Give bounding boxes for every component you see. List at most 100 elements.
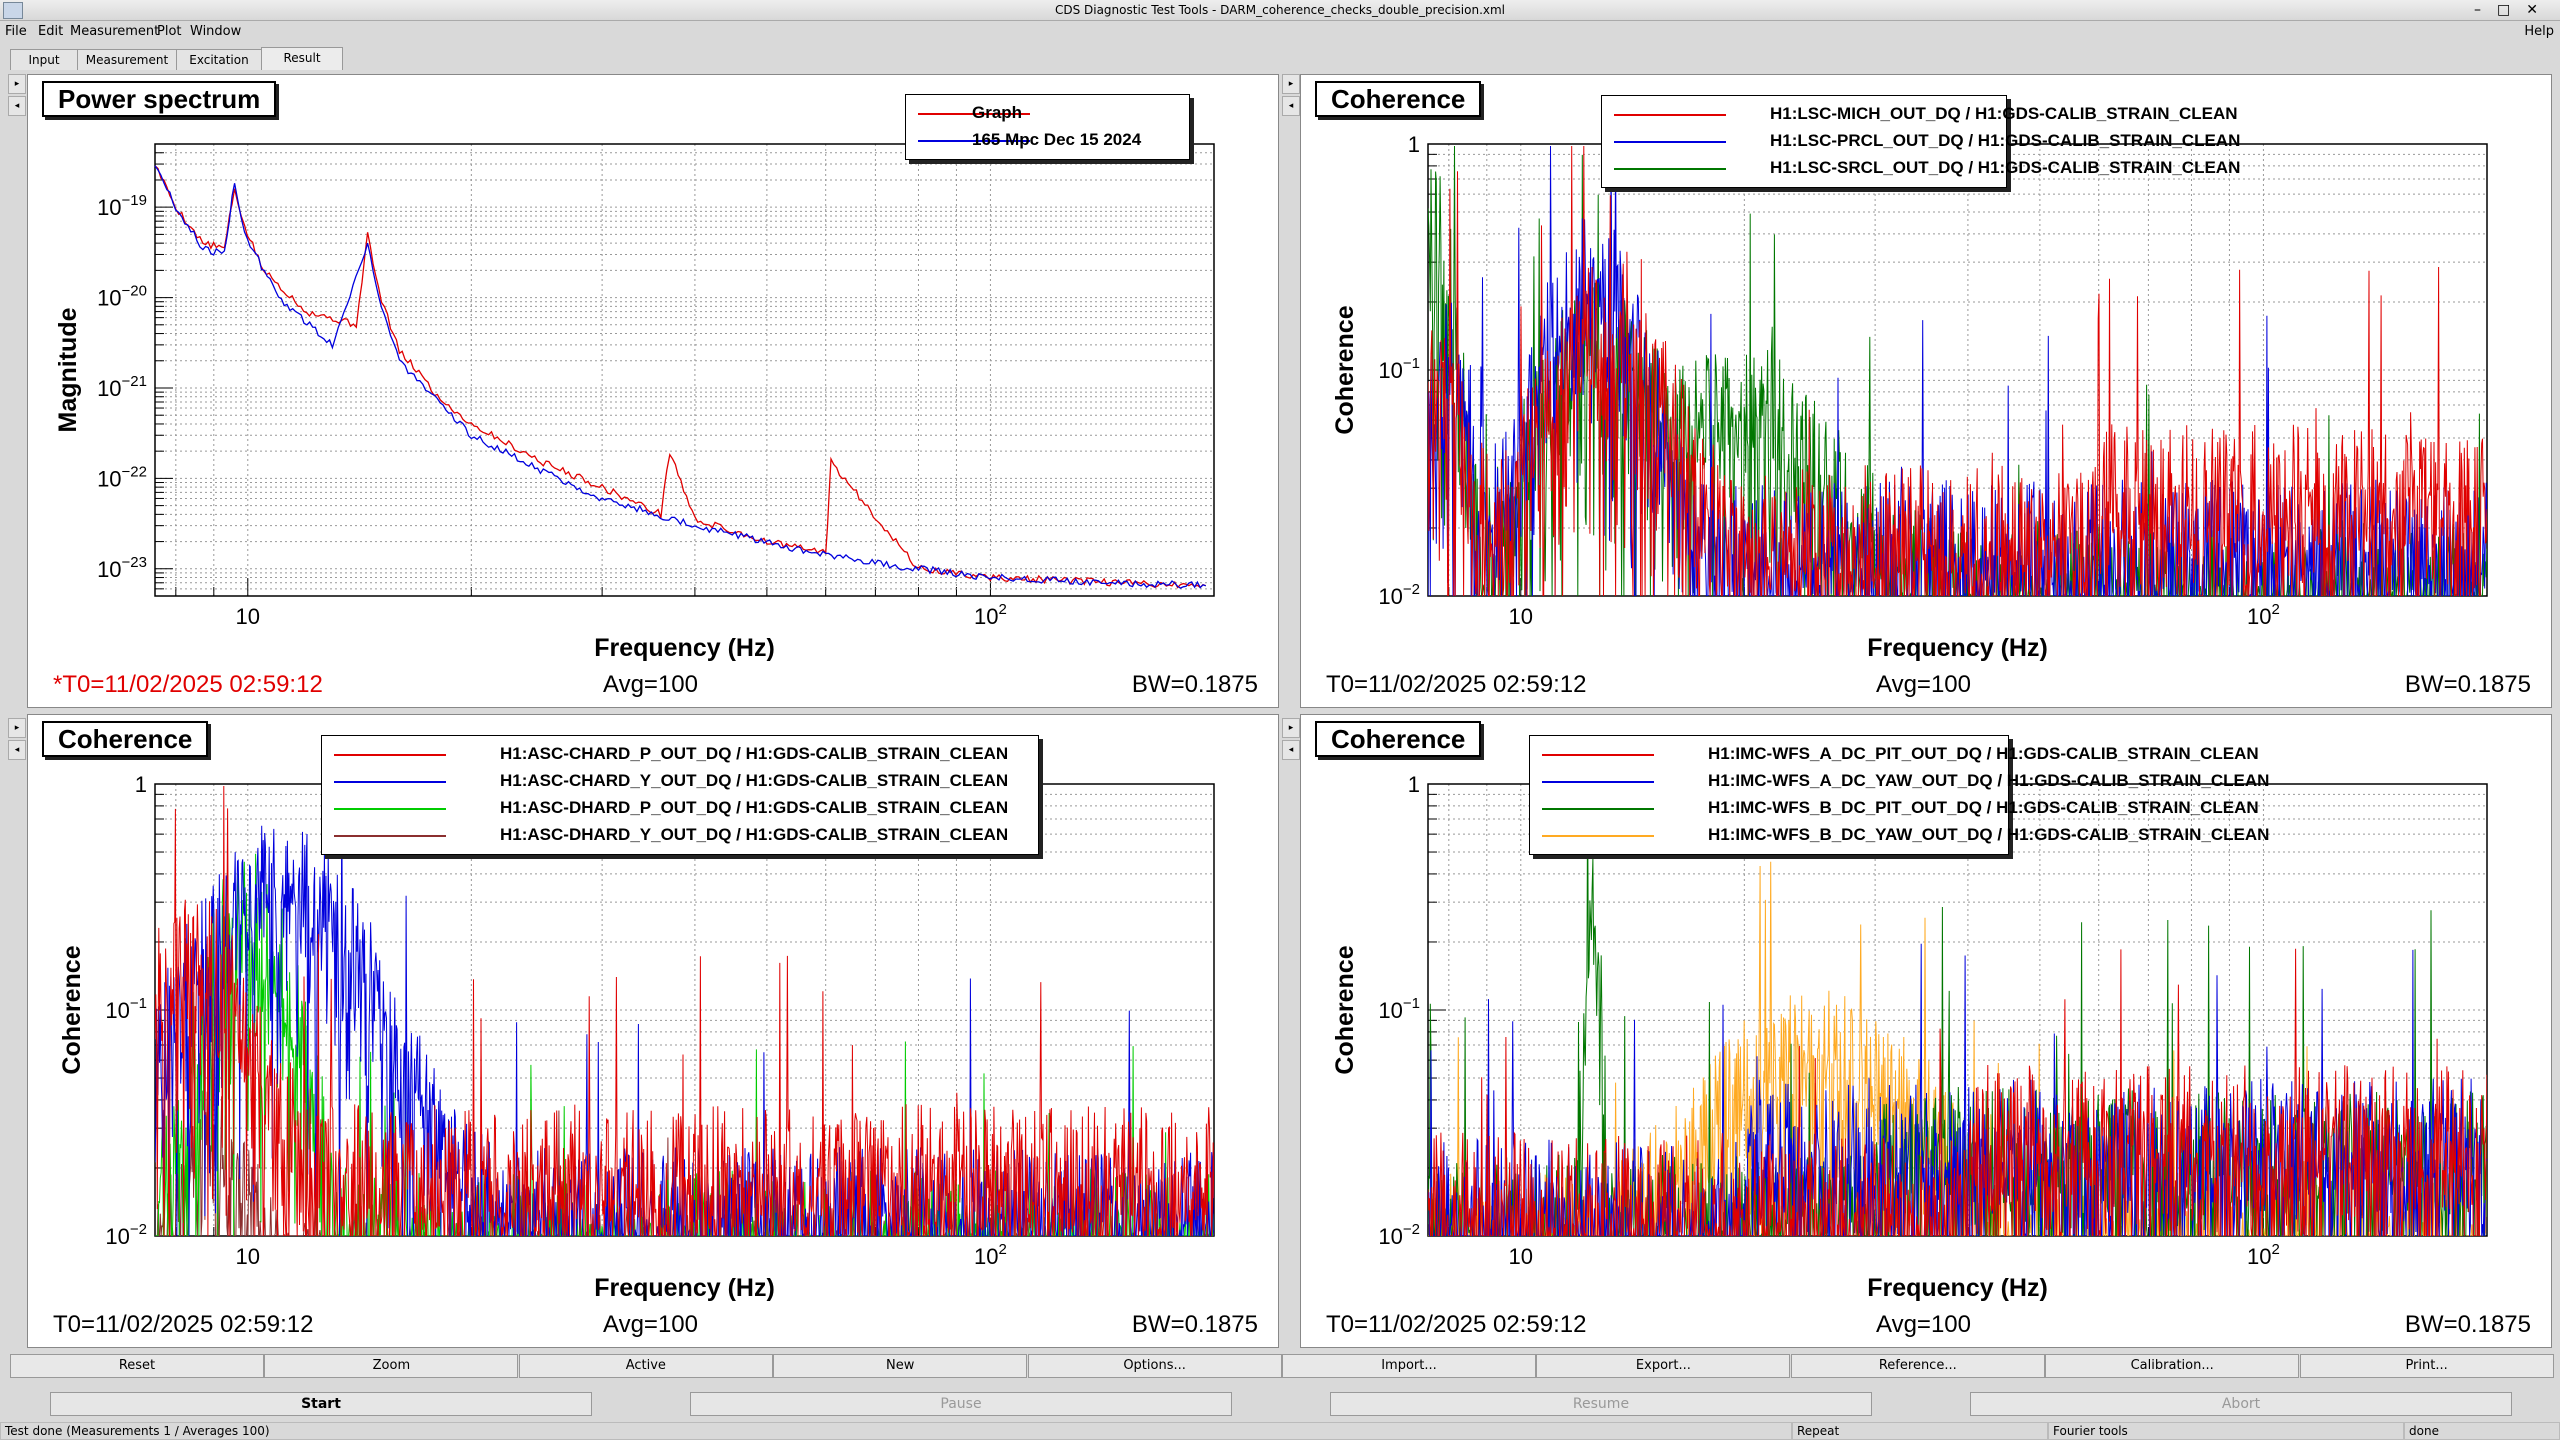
legend-label: H1:IMC-WFS_B_DC_YAW_OUT_DQ / H1:GDS-CALI…: [1708, 825, 2270, 844]
menu-help[interactable]: Help: [2524, 24, 2554, 39]
calibration-button[interactable]: Calibration...: [2045, 1354, 2300, 1378]
options-button[interactable]: Options...: [1027, 1354, 1282, 1378]
panel4-options-arrow[interactable]: ▸: [1282, 718, 1300, 738]
panel3-options-arrow[interactable]: ▸: [8, 718, 26, 738]
x-axis-title: Frequency (Hz): [594, 1274, 775, 1302]
series-line: [155, 853, 1214, 1236]
legend-entry: H1:ASC-CHARD_P_OUT_DQ / H1:GDS-CALIB_STR…: [322, 741, 1038, 767]
menu-file[interactable]: File: [5, 24, 27, 39]
menu-window[interactable]: Window: [190, 24, 242, 39]
x-tick-label: 10: [1509, 1244, 1533, 1269]
legend-label: H1:LSC-SRCL_OUT_DQ / H1:GDS-CALIB_STRAIN…: [1770, 158, 2241, 177]
legend-entry: H1:LSC-SRCL_OUT_DQ / H1:GDS-CALIB_STRAIN…: [1602, 155, 2240, 181]
x-tick-label: 10: [236, 604, 260, 629]
status-bar: Test done (Measurements 1 / Averages 100…: [0, 1422, 2560, 1440]
measurement-control-buttons: Start Pause Resume Abort: [0, 1392, 2560, 1416]
y-tick-label: 10−21: [97, 373, 147, 401]
y-tick-label: 10−1: [1378, 995, 1420, 1023]
y-tick-label: 10−19: [97, 192, 147, 220]
y-tick-label: 1: [135, 772, 147, 797]
new-button[interactable]: New: [773, 1354, 1028, 1378]
legend-label: Graph: [972, 103, 1023, 122]
legend-entry: H1:IMC-WFS_B_DC_YAW_OUT_DQ / H1:GDS-CALI…: [1530, 822, 2269, 848]
print-button[interactable]: Print...: [2299, 1354, 2554, 1378]
abort-button[interactable]: Abort: [1970, 1392, 2512, 1416]
coherence-panel-lsc[interactable]: Coherence 1 10−1 10−2 10 102 Frequency (Hz) Co…: [1300, 74, 2552, 708]
reset-button[interactable]: Reset: [10, 1354, 264, 1378]
plot-frame: [154, 143, 1215, 597]
y-tick-label: 10−2: [1378, 1221, 1420, 1249]
legend-swatch: [1542, 754, 1654, 756]
pause-button[interactable]: Pause: [690, 1392, 1232, 1416]
app-icon: [3, 2, 23, 19]
window-titlebar: CDS Diagnostic Test Tools - DARM_coheren…: [0, 0, 2560, 21]
tab-result[interactable]: Result: [261, 47, 343, 70]
x-tick-label: 102: [974, 601, 1007, 629]
legend-swatch: [1542, 835, 1654, 837]
panel3-collapse-arrow[interactable]: ◂: [8, 740, 26, 760]
y-tick-label: 10−23: [97, 554, 147, 582]
legend-entry: H1:LSC-MICH_OUT_DQ / H1:GDS-CALIB_STRAIN…: [1602, 101, 2238, 127]
legend-label: H1:ASC-DHARD_Y_OUT_DQ / H1:GDS-CALIB_STR…: [500, 825, 1009, 844]
zoom-button[interactable]: Zoom: [264, 1354, 519, 1378]
legend-label: 165 Mpc Dec 15 2024: [972, 130, 1142, 149]
series-line: [155, 785, 1214, 1236]
plot-legend: H1:IMC-WFS_A_DC_PIT_OUT_DQ / H1:GDS-CALI…: [1529, 735, 2269, 855]
x-tick-label: 102: [2247, 1241, 2280, 1269]
t0-label: T0=11/02/2025 02:59:12: [1326, 1311, 1587, 1338]
series-line: [1428, 948, 2487, 1236]
power-spectrum-panel[interactable]: Power spectrum 10−19 10−20 10−21 10−22 10−23…: [27, 74, 1279, 708]
bw-label: BW=0.1875: [2404, 671, 2531, 698]
plot-legend: Graph 165 Mpc Dec 15 2024: [905, 94, 1190, 160]
panel4-collapse-arrow[interactable]: ◂: [1282, 740, 1300, 760]
status-state: done: [2404, 1422, 2560, 1440]
power-spectrum-plot[interactable]: 10−19 10−20 10−21 10−22 10−23 10 102 Frequency …: [28, 75, 1278, 707]
window-controls[interactable]: –□✕: [2474, 2, 2554, 18]
legend-swatch: [1542, 781, 1654, 783]
y-tick-label: 10−2: [105, 1221, 147, 1249]
legend-swatch: [918, 113, 1030, 115]
legend-label: H1:ASC-DHARD_P_OUT_DQ / H1:GDS-CALIB_STR…: [500, 798, 1009, 817]
tab-measurement[interactable]: Measurement: [77, 49, 177, 70]
legend-entry: H1:LSC-PRCL_OUT_DQ / H1:GDS-CALIB_STRAIN…: [1602, 128, 2240, 154]
panel1-collapse-arrow[interactable]: ◂: [8, 96, 26, 116]
legend-swatch: [1614, 141, 1726, 143]
active-button[interactable]: Active: [518, 1354, 773, 1378]
status-fourier: Fourier tools: [2048, 1422, 2404, 1440]
avg-label: Avg=100: [1876, 1311, 1971, 1338]
y-tick-label: 10−1: [1378, 355, 1420, 383]
coherence-plot-lsc[interactable]: 1 10−1 10−2 10 102 Frequency (Hz) Coherence: [1301, 75, 2551, 707]
menu-measurement[interactable]: Measurement: [70, 24, 160, 39]
legend-swatch: [334, 781, 446, 783]
legend-entry: H1:ASC-CHARD_Y_OUT_DQ / H1:GDS-CALIB_STR…: [322, 768, 1038, 794]
menubar: File Edit Measurement Plot Window Help: [0, 21, 2560, 43]
plot-legend: H1:ASC-CHARD_P_OUT_DQ / H1:GDS-CALIB_STR…: [321, 735, 1039, 855]
y-tick-label: 1: [1408, 132, 1420, 157]
tab-excitation[interactable]: Excitation: [176, 49, 262, 70]
panel2-options-arrow[interactable]: ▸: [1282, 74, 1300, 94]
panel2-collapse-arrow[interactable]: ◂: [1282, 96, 1300, 116]
start-button[interactable]: Start: [50, 1392, 592, 1416]
legend-swatch: [1542, 808, 1654, 810]
t0-label: T0=11/02/2025 02:59:12: [53, 1311, 314, 1338]
coherence-panel-asc[interactable]: Coherence 1 10−1 10−2 10 102 Frequency (Hz) Co…: [27, 714, 1279, 1348]
coherence-panel-imc[interactable]: Coherence 1 10−1 10−2 10 102 Frequency (Hz) Co…: [1300, 714, 2552, 1348]
legend-swatch: [1614, 114, 1726, 116]
y-tick-label: 1: [1408, 772, 1420, 797]
legend-label: H1:ASC-CHARD_P_OUT_DQ / H1:GDS-CALIB_STR…: [500, 744, 1009, 763]
import-button[interactable]: Import...: [1282, 1354, 1536, 1378]
resume-button[interactable]: Resume: [1330, 1392, 1872, 1416]
legend-label: H1:IMC-WFS_A_DC_YAW_OUT_DQ / H1:GDS-CALI…: [1708, 771, 2270, 790]
bw-label: BW=0.1875: [2404, 1311, 2531, 1338]
y-tick-label: 10−1: [105, 995, 147, 1023]
y-axis-title: Coherence: [58, 945, 86, 1074]
t0-label: *T0=11/02/2025 02:59:12: [53, 671, 323, 698]
reference-button[interactable]: Reference...: [1790, 1354, 2045, 1378]
export-button[interactable]: Export...: [1536, 1354, 1791, 1378]
tab-input[interactable]: Input: [10, 49, 78, 70]
panel1-options-arrow[interactable]: ▸: [8, 74, 26, 94]
menu-plot[interactable]: Plot: [157, 24, 182, 39]
menu-edit[interactable]: Edit: [38, 24, 64, 39]
plot-legend: H1:LSC-MICH_OUT_DQ / H1:GDS-CALIB_STRAIN…: [1601, 95, 2240, 188]
series-line: [154, 165, 1206, 589]
